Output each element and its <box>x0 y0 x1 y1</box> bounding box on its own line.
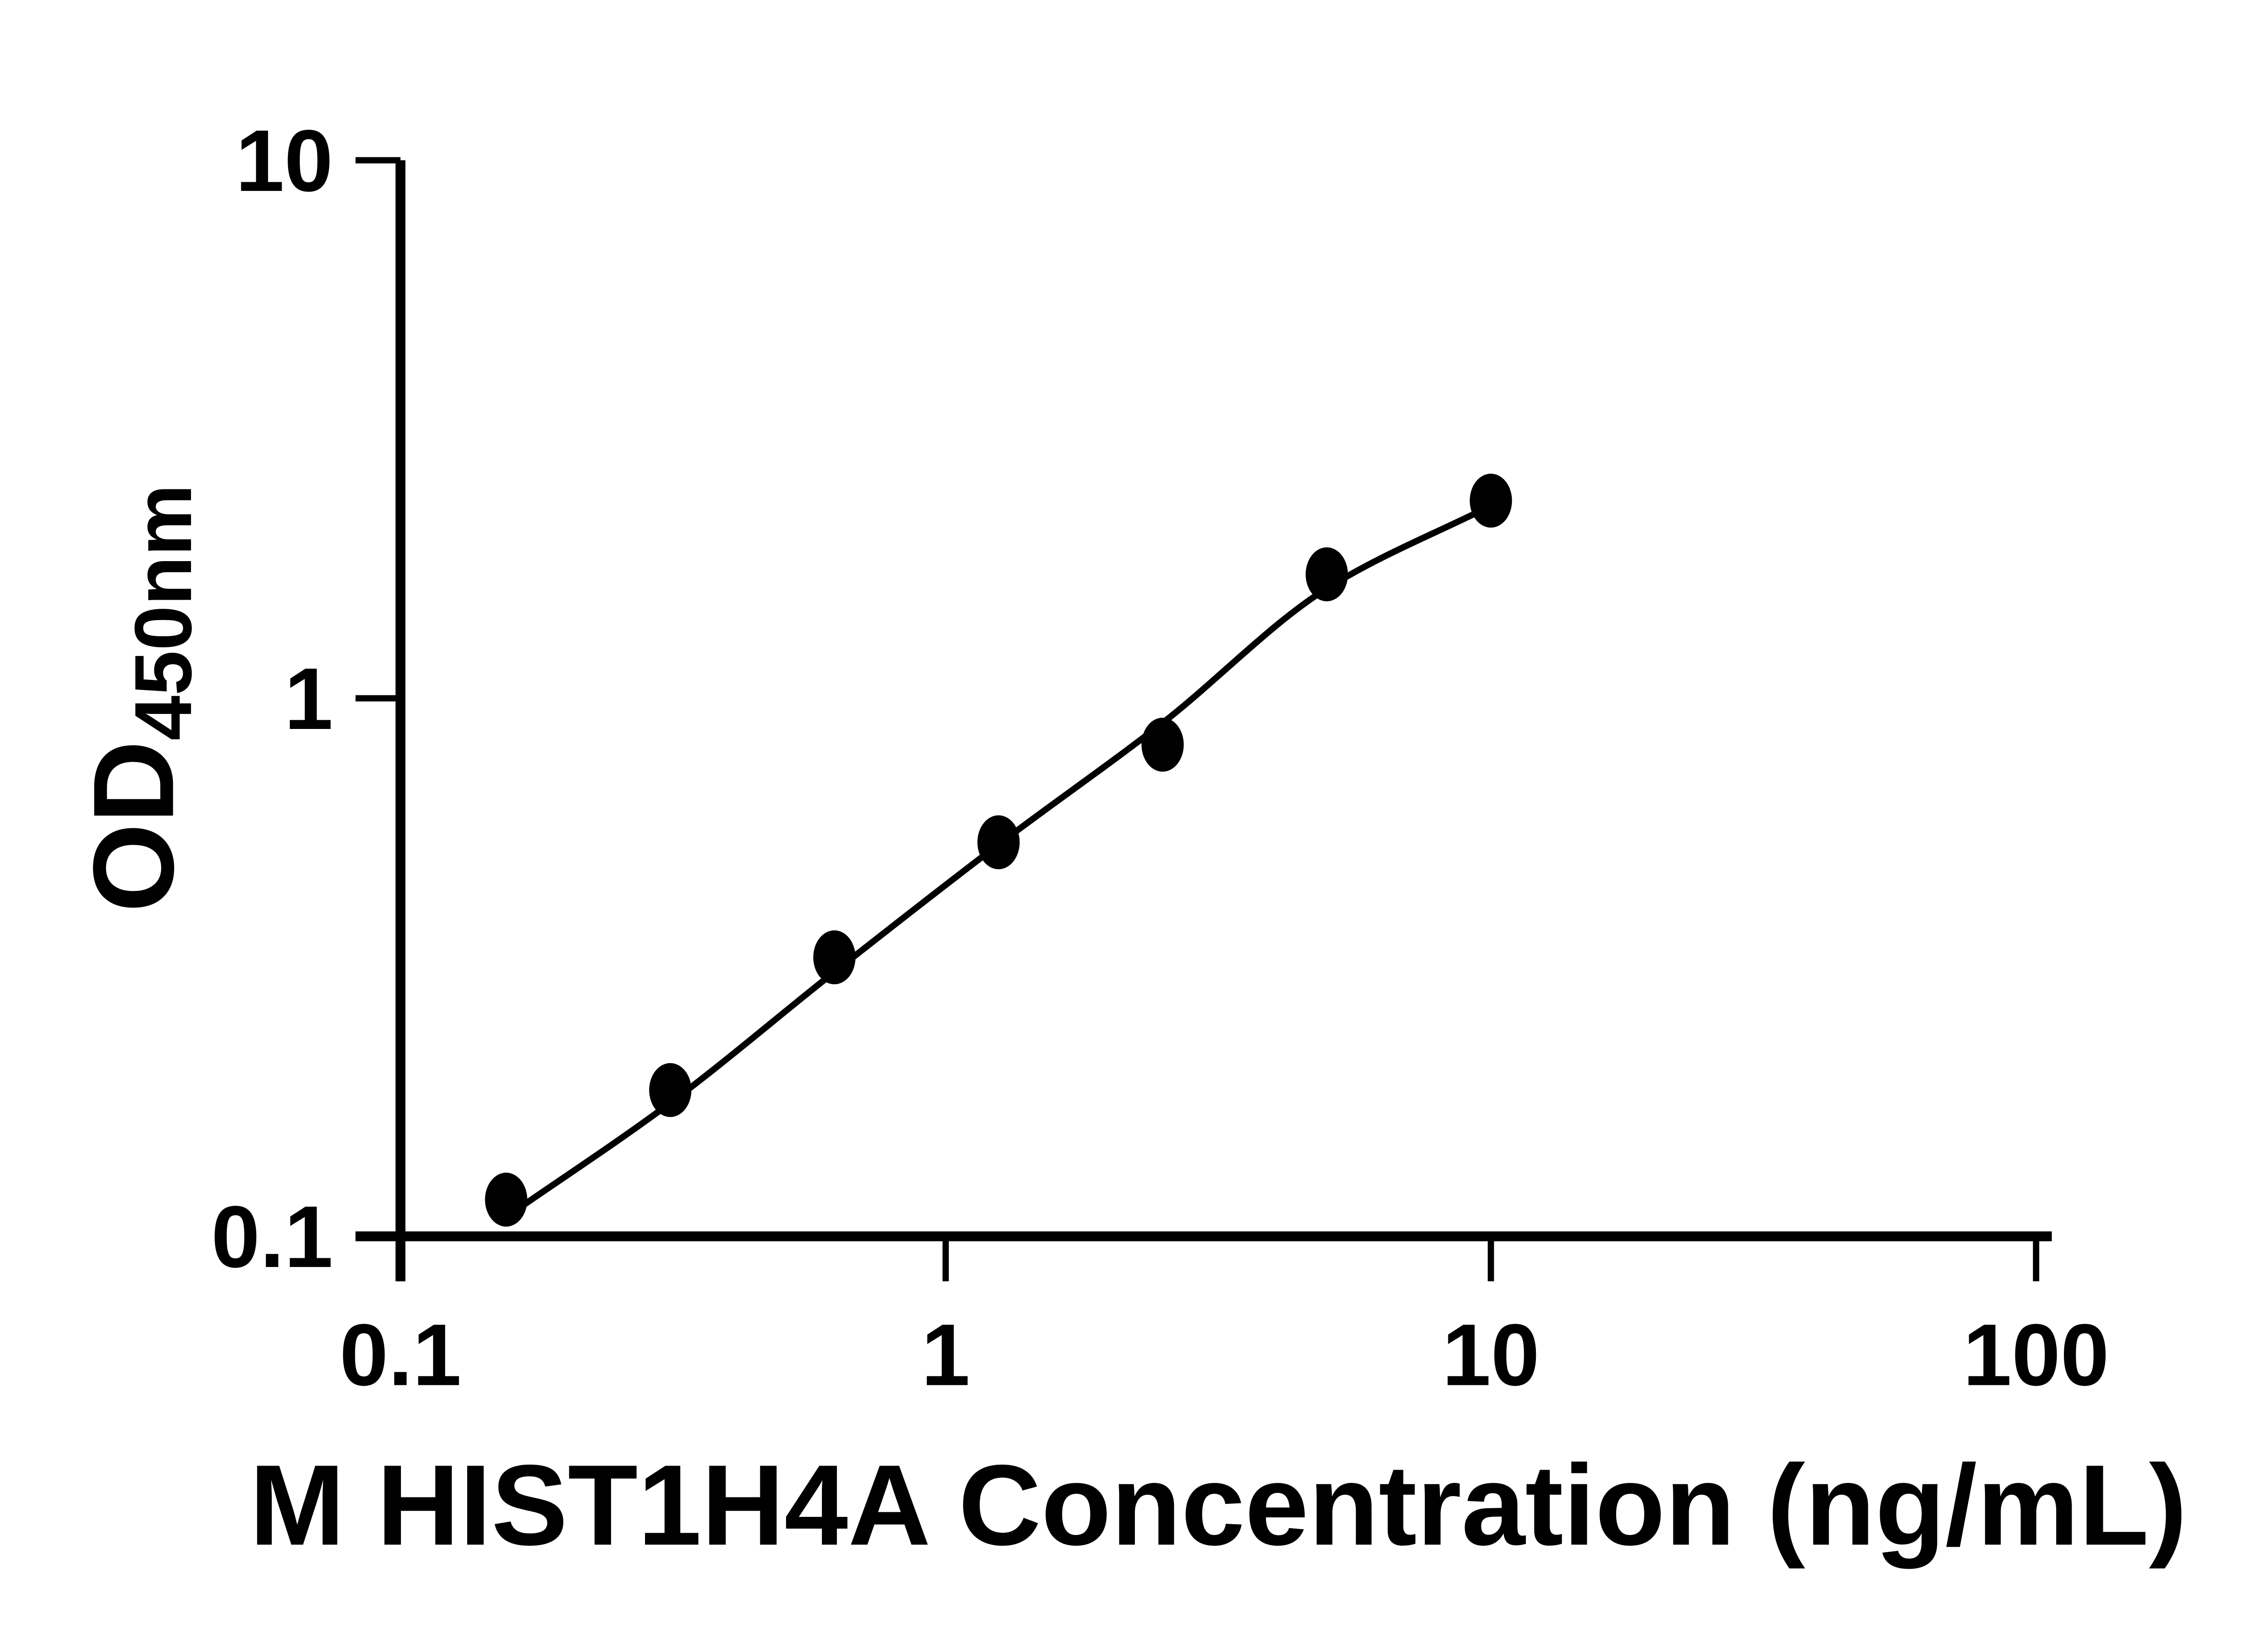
data-point <box>649 1063 692 1117</box>
x-tick-label: 100 <box>1963 1305 2109 1403</box>
x-axis-title: M HIST1H4A Concentration (ng/mL) <box>249 1441 2187 1569</box>
y-axis-title: OD450nm <box>69 484 208 912</box>
x-tick-label: 1 <box>921 1305 970 1403</box>
data-point <box>977 815 1020 870</box>
data-point <box>1470 474 1512 528</box>
y-axis-title-main: OD <box>69 740 197 912</box>
x-tick-label: 0.1 <box>340 1305 462 1403</box>
data-point <box>485 1173 528 1227</box>
data-point <box>1141 718 1184 772</box>
y-tick-label: 0.1 <box>211 1188 333 1286</box>
y-tick-label: 1 <box>284 650 333 748</box>
x-tick-label: 10 <box>1442 1305 1540 1403</box>
y-axis-title-subscript: 450nm <box>118 484 208 740</box>
data-point <box>1305 547 1348 601</box>
data-point <box>813 930 856 984</box>
y-tick-label: 10 <box>235 112 333 210</box>
